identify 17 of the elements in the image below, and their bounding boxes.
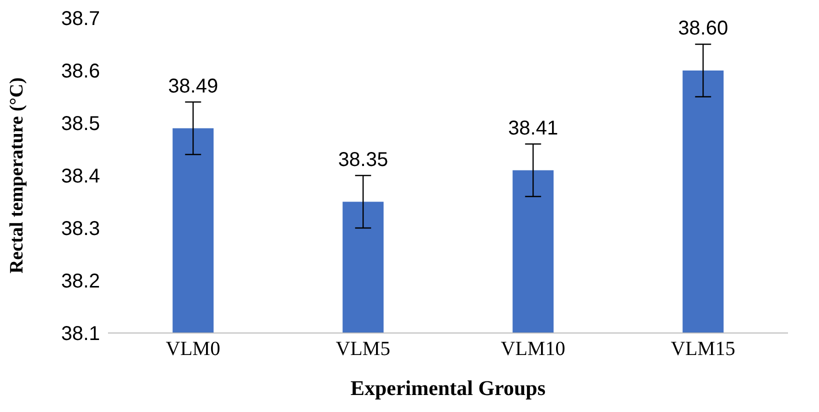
- x-tick-label: VLM0: [166, 338, 220, 360]
- x-tick-label: VLM10: [500, 338, 566, 360]
- y-tick-label: 38.2: [61, 270, 100, 293]
- x-tick-label: VLM15: [670, 338, 736, 360]
- data-label: 38.49: [168, 75, 218, 98]
- data-label: 38.35: [338, 148, 388, 171]
- y-tick-label: 38.1: [61, 323, 100, 346]
- y-tick-label: 38.5: [61, 113, 100, 136]
- y-tick-label: 38.4: [61, 166, 100, 188]
- y-tick-label: 38.6: [61, 60, 100, 83]
- data-label: 38.41: [508, 117, 558, 140]
- data-label: 38.60: [678, 18, 728, 40]
- x-axis-title: Experimental Groups: [350, 376, 546, 400]
- y-tick-label: 38.7: [61, 8, 100, 30]
- y-tick-label: 38.3: [61, 218, 100, 240]
- x-tick-label: VLM5: [336, 338, 390, 360]
- y-axis-title: Rectal temperature (°C): [6, 77, 28, 274]
